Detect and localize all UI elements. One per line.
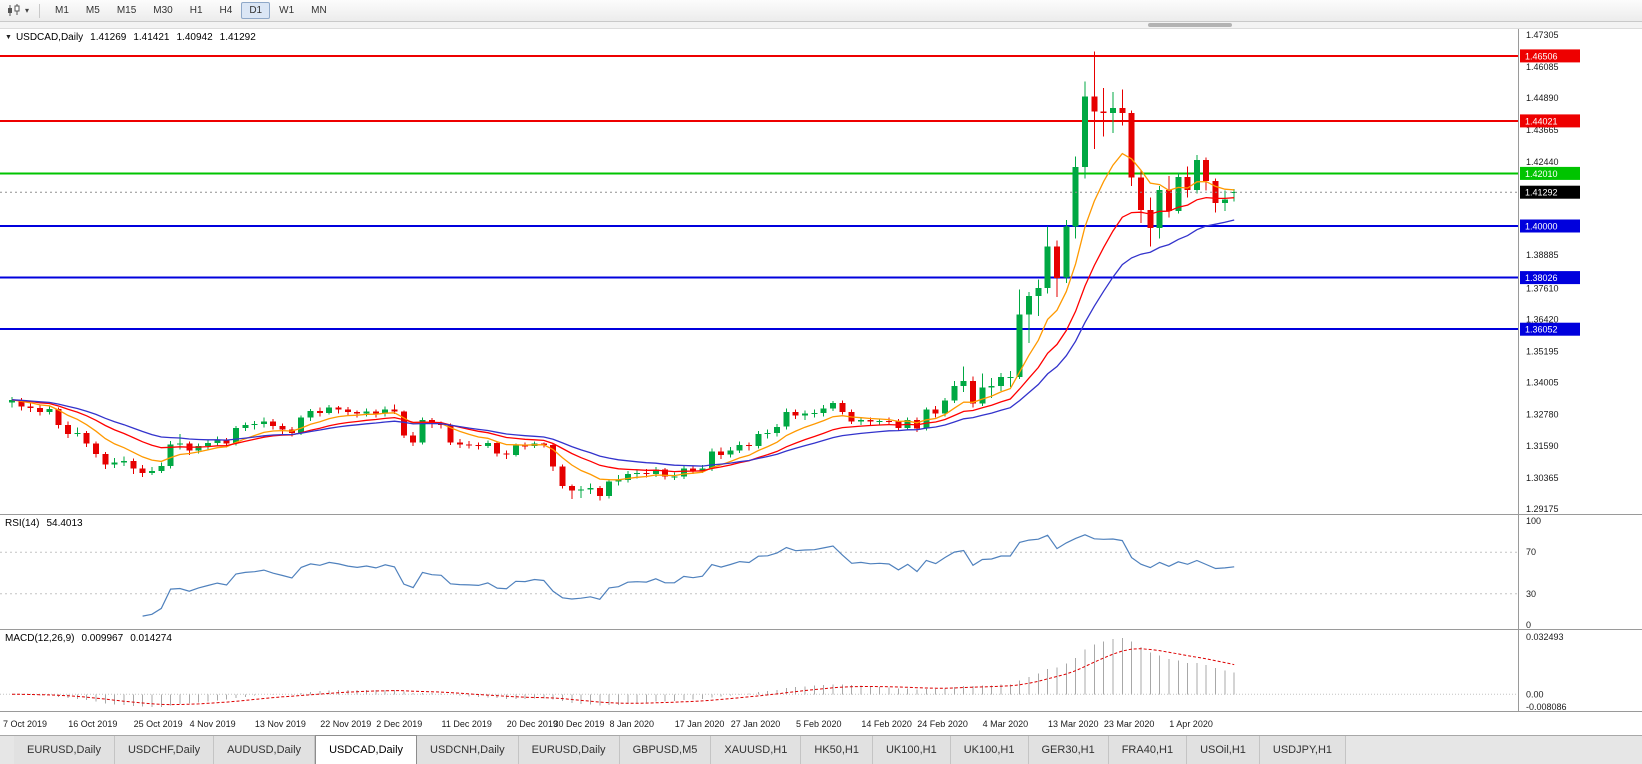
svg-text:1.47305: 1.47305 [1526,30,1559,40]
svg-text:-0.008086: -0.008086 [1526,702,1567,712]
rsi-line [142,534,1235,617]
svg-text:1.31590: 1.31590 [1526,441,1559,451]
timeframe-button-m5[interactable]: M5 [85,5,100,16]
svg-text:1.42010: 1.42010 [1525,169,1558,179]
svg-text:1.41292: 1.41292 [1525,188,1558,198]
svg-text:30: 30 [1526,589,1536,599]
date-axis-labels: 7 Oct 2019 16 Oct 2019 25 Oct 2019 4 Nov 20… [3,719,1213,729]
svg-text:24 Feb 2020: 24 Feb 2020 [917,719,968,729]
svg-text:5 Feb 2020: 5 Feb 2020 [796,719,842,729]
horizontal-level-lines [0,54,1518,331]
chart-tab-hk50-h1[interactable]: HK50,H1 [801,736,873,764]
svg-text:16 Oct 2019: 16 Oct 2019 [68,719,117,729]
svg-text:1.29175: 1.29175 [1526,504,1559,514]
candles-layer [9,51,1238,501]
timeframe-button-m30[interactable]: M30 [153,5,173,16]
svg-text:8 Jan 2020: 8 Jan 2020 [610,719,655,729]
chart-tab-gbpusd-m5[interactable]: GBPUSD,M5 [619,736,712,764]
rsi-panel: 100 70 30 0 [0,516,1541,630]
svg-text:4 Nov 2019: 4 Nov 2019 [190,719,236,729]
svg-text:70: 70 [1526,547,1536,557]
svg-text:1.46085: 1.46085 [1526,62,1559,72]
chart-tab-usdjpy-h1[interactable]: USDJPY,H1 [1259,736,1347,764]
svg-text:1.43665: 1.43665 [1526,125,1559,135]
chart-tab-audusd-daily[interactable]: AUDUSD,Daily [214,736,316,764]
timeframe-button-h1[interactable]: H1 [189,5,203,16]
chart-area: 1.47305 1.46085 1.44890 1.43665 1.42440 1.388… [0,29,1642,735]
svg-text:1.36052: 1.36052 [1525,325,1558,335]
chart-type-dropdown-icon[interactable]: ▾ [25,6,30,15]
svg-text:25 Oct 2019: 25 Oct 2019 [134,719,183,729]
timeframe-button-w1[interactable]: W1 [279,5,295,16]
svg-text:1.44021: 1.44021 [1525,116,1558,126]
svg-text:0.032493: 0.032493 [1526,632,1564,642]
current-price-badge [1520,185,1580,199]
chart-tab-usdcnh-daily[interactable]: USDCNH,Daily [417,736,519,764]
ma-25-line [11,219,1235,467]
timeframe-button-m15[interactable]: M15 [116,5,137,16]
timeframe-toolbar: M1 M5 M15 M30 H1 H4 D1 W1 MN [47,2,335,19]
svg-text:7 Oct 2019: 7 Oct 2019 [3,719,47,729]
svg-text:0.00: 0.00 [1526,689,1544,699]
svg-text:17 Jan 2020: 17 Jan 2020 [675,719,725,729]
macd-panel: 0.032493 0.00 -0.008086 [0,632,1567,712]
svg-text:1.38885: 1.38885 [1526,250,1559,260]
toolbar: ▾ M1 M5 M15 M30 H1 H4 D1 W1 MN [0,0,1642,22]
svg-text:27 Jan 2020: 27 Jan 2020 [731,719,781,729]
svg-text:14 Feb 2020: 14 Feb 2020 [861,719,912,729]
svg-text:1.46506: 1.46506 [1525,51,1558,61]
chart-hscrollbar-thumb[interactable] [1148,23,1232,27]
svg-text:0: 0 [1526,620,1531,630]
chart-tab-eurusd-daily[interactable]: EURUSD,Daily [518,736,620,764]
svg-text:1.36420: 1.36420 [1526,315,1559,325]
chart-tab-uk100-h1[interactable]: UK100,H1 [872,736,951,764]
svg-text:13 Nov 2019: 13 Nov 2019 [255,719,306,729]
chart-tab-usdcad-daily[interactable]: USDCAD,Daily [315,735,418,764]
ma-8-line [11,152,1235,481]
svg-text:1.32780: 1.32780 [1526,410,1559,420]
chart-type-icon[interactable] [5,3,23,19]
price-axis-labels: 1.47305 1.46085 1.44890 1.43665 1.42440 1.388… [1520,30,1580,514]
chart-tab-ger30-h1[interactable]: GER30,H1 [1028,736,1109,764]
svg-text:30 Dec 2019: 30 Dec 2019 [554,719,605,729]
svg-text:1.40000: 1.40000 [1525,222,1558,232]
svg-text:1.34005: 1.34005 [1526,378,1559,388]
svg-text:1 Apr 2020: 1 Apr 2020 [1169,719,1213,729]
timeframe-button-d1[interactable]: D1 [241,2,271,19]
ma-16-line [11,196,1235,473]
svg-text:23 Mar 2020: 23 Mar 2020 [1104,719,1155,729]
toolbar-separator [39,3,41,18]
svg-text:1.37610: 1.37610 [1526,284,1559,294]
svg-text:4 Mar 2020: 4 Mar 2020 [983,719,1029,729]
svg-text:2 Dec 2019: 2 Dec 2019 [376,719,422,729]
svg-text:1.35195: 1.35195 [1526,347,1559,357]
svg-text:20 Dec 2019: 20 Dec 2019 [507,719,558,729]
svg-text:100: 100 [1526,516,1541,526]
chart-hscrollbar[interactable] [0,22,1642,29]
chart-canvas[interactable]: 1.47305 1.46085 1.44890 1.43665 1.42440 1.388… [0,29,1642,735]
svg-text:1.30365: 1.30365 [1526,473,1559,483]
chart-tab-fra40-h1[interactable]: FRA40,H1 [1108,736,1188,764]
svg-text:1.44890: 1.44890 [1526,93,1559,103]
timeframe-button-mn[interactable]: MN [311,5,327,16]
svg-text:1.38026: 1.38026 [1525,273,1558,283]
chart-tab-usdchf-daily[interactable]: USDCHF,Daily [114,736,215,764]
panel-separators [0,29,1642,712]
timeframe-button-h4[interactable]: H4 [219,5,233,16]
legend-collapse-icon[interactable]: ▼ [5,34,12,41]
timeframe-button-m1[interactable]: M1 [55,5,69,16]
macd-histogram [20,638,1235,707]
svg-text:22 Nov 2019: 22 Nov 2019 [320,719,371,729]
chart-tab-xauusd-h1[interactable]: XAUUSD,H1 [711,736,802,764]
chart-tab-usoil-h1[interactable]: USOil,H1 [1187,736,1260,764]
moving-average-lines [11,152,1235,481]
svg-text:1.42440: 1.42440 [1526,157,1559,167]
chart-tab-eurusd-daily[interactable]: EURUSD,Daily [14,736,115,764]
macd-signal-line [12,648,1235,706]
chart-tab-uk100-h1[interactable]: UK100,H1 [950,736,1029,764]
svg-text:11 Dec 2019: 11 Dec 2019 [442,719,492,729]
chart-tabs-bar: EURUSD,Daily USDCHF,Daily AUDUSD,Daily USDC… [0,735,1642,764]
svg-text:13 Mar 2020: 13 Mar 2020 [1048,719,1099,729]
